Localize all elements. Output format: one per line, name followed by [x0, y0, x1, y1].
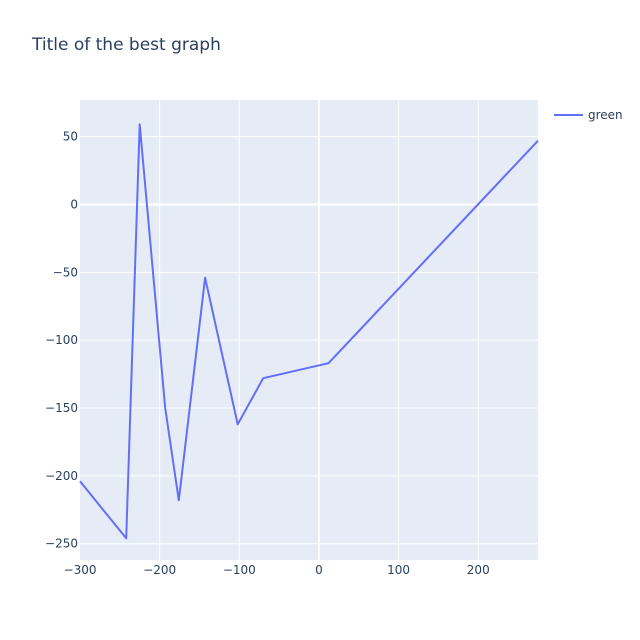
series-layer	[79, 123, 539, 540]
x-tick-label: −200	[143, 563, 176, 577]
y-tick-label: 0	[70, 197, 78, 211]
y-tick-label: −150	[45, 401, 78, 415]
grid	[80, 100, 538, 560]
chart-title: Title of the best graph	[31, 35, 221, 55]
y-tick-label: −100	[45, 333, 78, 347]
plot-area	[80, 100, 538, 560]
y-tick-label: −50	[53, 265, 78, 279]
x-tick-label: 200	[467, 563, 490, 577]
y-tick-label: −250	[45, 537, 78, 551]
legend[interactable]: green	[554, 108, 623, 122]
y-tick-label: 50	[63, 130, 78, 144]
tick-labels: −300 −200 −100 0 100 200 50 0 −50 −100 −150 −200 −25…	[45, 130, 490, 577]
x-tick-label: 100	[387, 563, 410, 577]
x-tick-label: −100	[223, 563, 256, 577]
series-line-green	[79, 123, 539, 540]
y-tick-label: −200	[45, 469, 78, 483]
x-tick-label: −300	[64, 563, 97, 577]
x-tick-label: 0	[315, 563, 323, 577]
legend-label: green	[588, 108, 623, 122]
